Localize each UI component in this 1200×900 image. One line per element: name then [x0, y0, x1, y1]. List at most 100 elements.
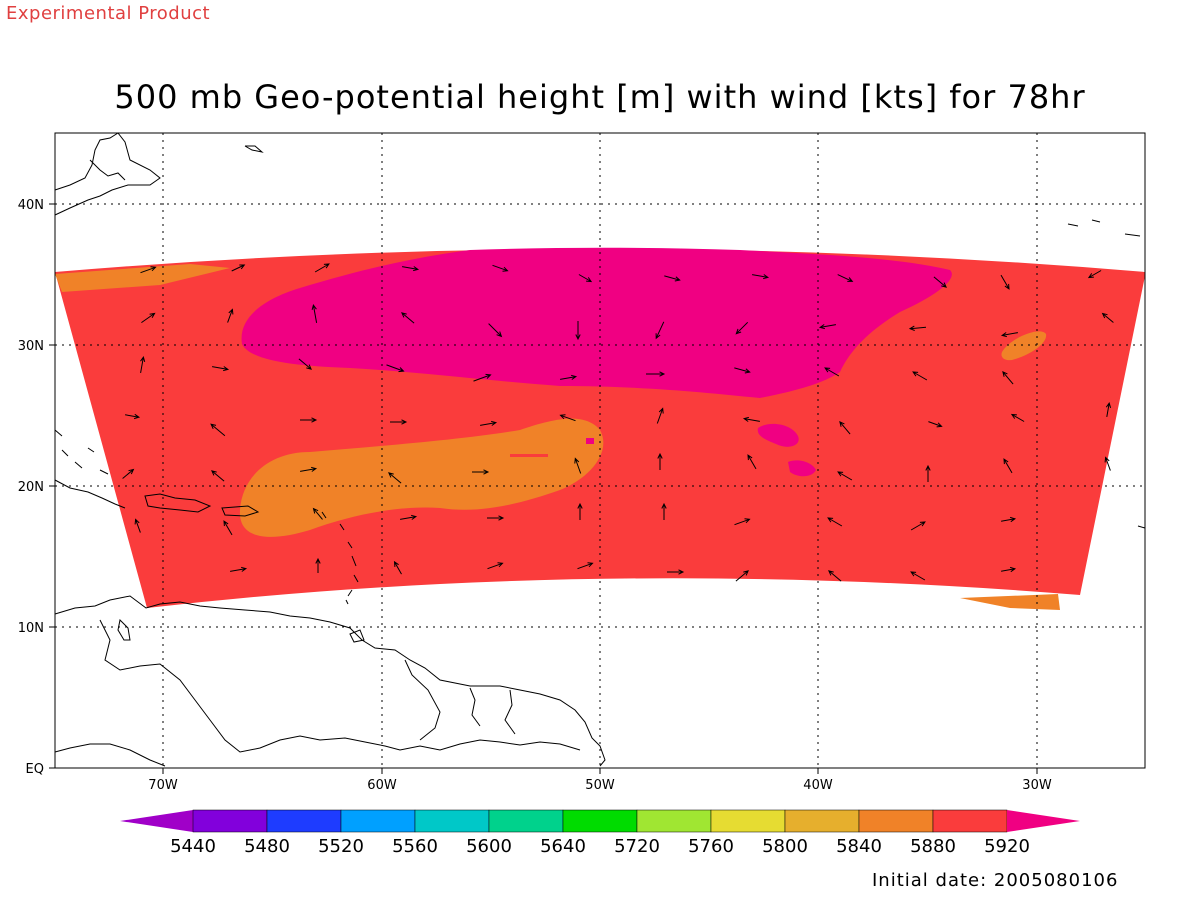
trinidad-outline	[349, 629, 365, 643]
wind-arrow	[577, 502, 583, 520]
wind-arrow	[212, 366, 230, 372]
wind-arrow	[134, 518, 141, 533]
field-band-above-5920	[241, 247, 952, 398]
lat-tick-label: 30N	[18, 339, 44, 354]
wind-arrow	[827, 517, 843, 527]
wind-arrow	[122, 468, 135, 479]
initial-date-label: Initial date: 2005080106	[872, 870, 1119, 891]
wind-arrow	[734, 518, 751, 526]
wind-arrow	[752, 274, 770, 280]
legend-swatch	[710, 809, 786, 833]
wind-arrow	[933, 276, 947, 288]
wind-arrow	[388, 472, 402, 484]
lesser-antilles	[321, 511, 359, 605]
lat-tick-label: 20N	[18, 480, 44, 495]
experimental-product-label: Experimental Product	[6, 3, 211, 24]
wind-arrow	[1001, 516, 1017, 523]
wind-arrow	[578, 274, 593, 283]
axis-ticks	[49, 203, 1038, 774]
wind-arrow	[735, 321, 749, 335]
wind-arrow	[742, 416, 760, 422]
wind-arrow	[1002, 371, 1014, 385]
wind-arrow	[230, 566, 248, 572]
legend-label: 5640	[540, 836, 586, 857]
wind-arrow	[140, 266, 157, 274]
wind-arrow	[300, 466, 318, 472]
wind-arrow	[574, 457, 582, 474]
coastlines	[54, 132, 1146, 767]
lat-tick-label: 10N	[18, 621, 44, 636]
lat-axis-labels: 40N 30N 20N 10N EQ	[18, 198, 44, 777]
legend-swatch	[784, 809, 860, 833]
wind-arrow	[828, 570, 842, 582]
wind-arrow	[1010, 413, 1025, 422]
lat-tick-label: EQ	[26, 762, 44, 777]
wind-arrow	[211, 470, 225, 482]
wind-arrow	[925, 464, 931, 482]
wind-arrow	[312, 507, 323, 520]
wind-arrow	[315, 557, 321, 573]
azores-islands	[1067, 219, 1141, 237]
field-band-5880-east	[1001, 331, 1047, 361]
cuba-outline	[54, 479, 126, 509]
wind-arrow	[908, 325, 927, 331]
wind-arrow	[910, 521, 926, 531]
legend-swatch	[488, 809, 564, 833]
wind-arrow	[401, 312, 415, 324]
chart-title: 500 mb Geo-potential height [m] with win…	[114, 78, 1086, 116]
south-america-coast	[54, 595, 606, 767]
legend-swatch	[266, 809, 342, 833]
wind-arrow	[231, 264, 246, 272]
legend-label: 5560	[392, 836, 438, 857]
wind-arrow	[1001, 566, 1017, 573]
wind-arrow	[575, 321, 581, 341]
wind-arrow	[402, 266, 420, 272]
wind-arrow	[314, 263, 330, 273]
legend-swatch	[562, 809, 638, 833]
wind-arrow	[667, 569, 685, 575]
color-legend: 5440 5480 5520 5560 5600 5640 5720 5760 5800 5840…	[120, 809, 1080, 857]
wind-arrow	[480, 420, 498, 426]
wind-arrow	[487, 562, 504, 570]
wind-arrow	[912, 371, 928, 381]
legend-label: 5800	[762, 836, 808, 857]
wind-arrow	[386, 364, 405, 373]
lake-maracaibo	[117, 618, 131, 641]
wind-arrow	[473, 373, 492, 382]
cape-verde-mark	[1137, 525, 1146, 529]
wind-arrow	[824, 367, 840, 377]
wind-arrow	[311, 303, 318, 323]
field-speck	[586, 438, 594, 444]
wind-arrow	[928, 421, 943, 428]
wind-arrow	[400, 514, 418, 520]
wind-arrow	[1101, 312, 1114, 323]
lon-tick-label: 70W	[148, 778, 178, 793]
wind-arrow	[488, 323, 503, 338]
legend-label: 5440	[170, 836, 216, 857]
wind-arrow	[210, 423, 226, 437]
lon-tick-label: 30W	[1022, 778, 1052, 793]
wind-arrow	[839, 421, 851, 435]
legend-label: 5720	[614, 836, 660, 857]
field-band-5880-caribbean	[239, 418, 604, 537]
field-band-5880-northwest	[55, 264, 230, 292]
legend-swatch	[414, 809, 490, 833]
legend-swatch	[858, 809, 934, 833]
wind-arrow	[818, 324, 836, 330]
wind-arrow	[661, 502, 667, 520]
wind-arrow	[664, 275, 681, 282]
north-america-coast	[54, 132, 161, 216]
wind-arrow	[393, 560, 402, 575]
wind-arrow	[300, 417, 318, 423]
wind-arrow	[910, 571, 926, 581]
wind-arrow	[298, 358, 312, 370]
south-america-border	[99, 619, 581, 753]
north-america-coast	[244, 145, 264, 153]
wind-arrow	[1087, 270, 1102, 279]
legend-label: 5480	[244, 836, 290, 857]
wind-arrow	[492, 264, 509, 272]
legend-swatch	[636, 809, 712, 833]
legend-swatch	[192, 809, 268, 833]
legend-end-cap-high	[1007, 810, 1080, 832]
